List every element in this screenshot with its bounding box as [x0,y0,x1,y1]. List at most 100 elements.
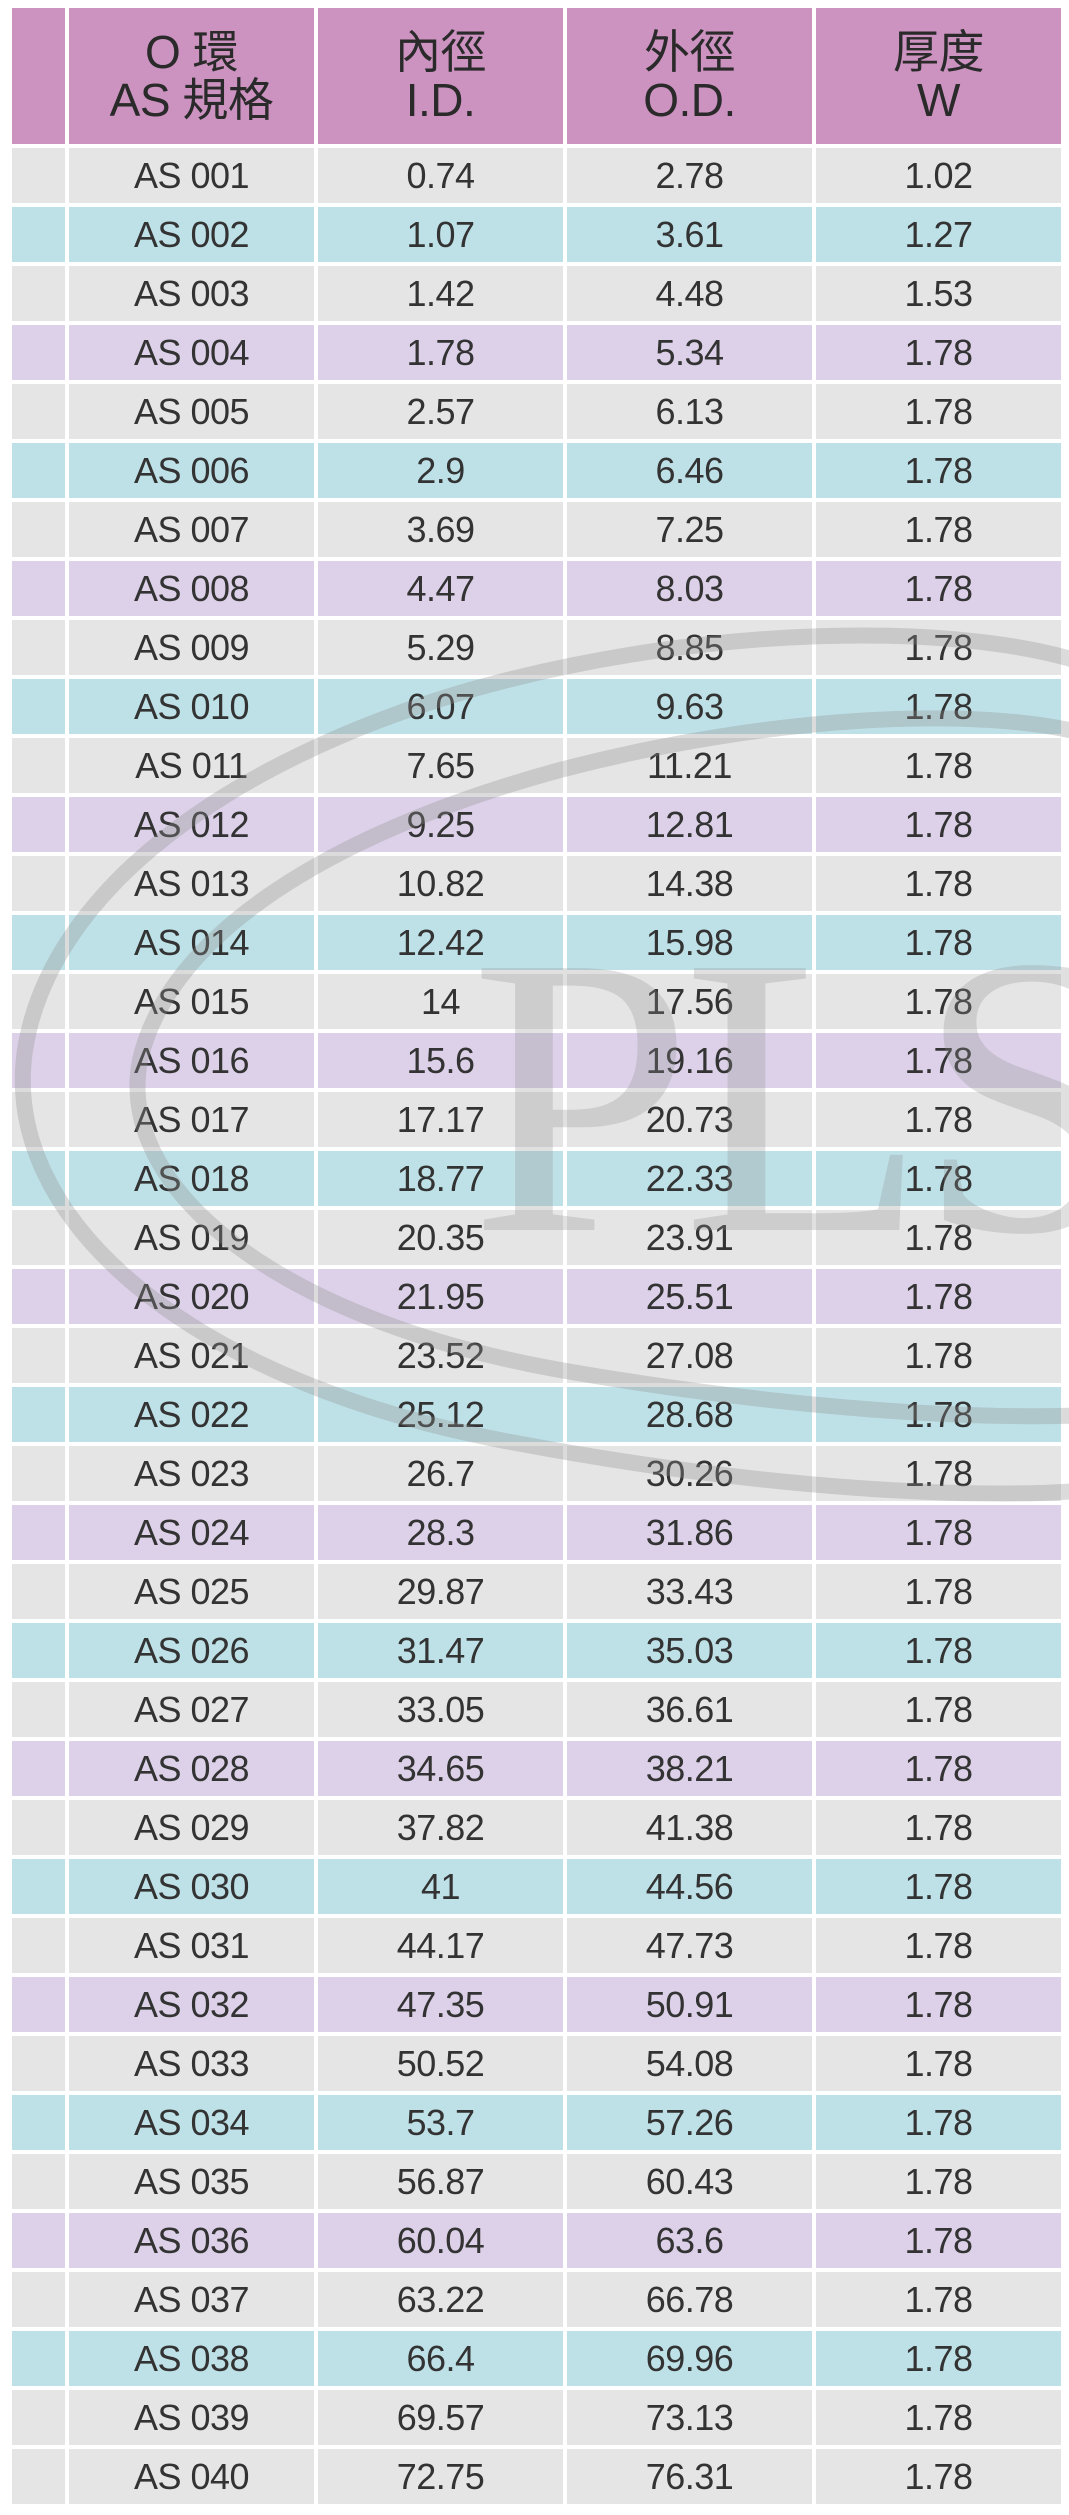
outer-diameter-cell: 17.56 [567,974,812,1029]
as-size-cell: AS 030 [69,1859,314,1914]
outer-diameter-cell: 60.43 [567,2154,812,2209]
thickness-cell: 1.78 [816,1446,1061,1501]
outer-diameter-cell: 5.34 [567,325,812,380]
inner-diameter-cell: 5.29 [318,620,563,675]
row-marker-cell [12,1859,65,1914]
row-marker-cell [12,1623,65,1678]
as-size-cell: AS 010 [69,679,314,734]
row-marker-cell [12,266,65,321]
row-marker-cell [12,1328,65,1383]
thickness-cell: 1.78 [816,502,1061,557]
as-size-cell: AS 026 [69,1623,314,1678]
header-outer-diameter-line1: 外徑 [644,25,736,78]
thickness-cell: 1.78 [816,1269,1061,1324]
outer-diameter-cell: 25.51 [567,1269,812,1324]
row-marker-cell [12,148,65,203]
as-size-cell: AS 005 [69,384,314,439]
as-size-cell: AS 015 [69,974,314,1029]
outer-diameter-cell: 7.25 [567,502,812,557]
thickness-cell: 1.78 [816,1210,1061,1265]
thickness-cell: 1.78 [816,2331,1061,2386]
inner-diameter-cell: 2.57 [318,384,563,439]
inner-diameter-cell: 63.22 [318,2272,563,2327]
inner-diameter-cell: 1.07 [318,207,563,262]
inner-diameter-cell: 12.42 [318,915,563,970]
thickness-cell: 1.78 [816,1564,1061,1619]
outer-diameter-cell: 22.33 [567,1151,812,1206]
inner-diameter-cell: 34.65 [318,1741,563,1796]
inner-diameter-cell: 7.65 [318,738,563,793]
thickness-cell: 1.02 [816,148,1061,203]
thickness-cell: 1.78 [816,620,1061,675]
thickness-cell: 1.78 [816,1033,1061,1088]
header-thickness: 厚度 W [816,8,1061,144]
header-thickness-line1: 厚度 [893,25,985,78]
as-size-cell: AS 009 [69,620,314,675]
outer-diameter-cell: 41.38 [567,1800,812,1855]
row-marker-cell [12,797,65,852]
inner-diameter-cell: 53.7 [318,2095,563,2150]
row-marker-cell [12,2272,65,2327]
inner-diameter-cell: 50.52 [318,2036,563,2091]
as-size-cell: AS 012 [69,797,314,852]
row-marker-cell [12,738,65,793]
as-size-cell: AS 007 [69,502,314,557]
as-size-cell: AS 039 [69,2390,314,2445]
as-size-cell: AS 040 [69,2449,314,2504]
row-marker-cell [12,974,65,1029]
row-marker-cell [12,2095,65,2150]
outer-diameter-cell: 12.81 [567,797,812,852]
as-size-cell: AS 014 [69,915,314,970]
row-marker-cell [12,443,65,498]
inner-diameter-cell: 60.04 [318,2213,563,2268]
row-marker-cell [12,561,65,616]
inner-diameter-cell: 6.07 [318,679,563,734]
row-marker-cell [12,1741,65,1796]
outer-diameter-cell: 66.78 [567,2272,812,2327]
header-as-size: O 環 AS 規格 [69,8,314,144]
inner-diameter-cell: 0.74 [318,148,563,203]
outer-diameter-cell: 6.13 [567,384,812,439]
row-marker-cell [12,2449,65,2504]
thickness-cell: 1.78 [816,856,1061,911]
inner-diameter-cell: 56.87 [318,2154,563,2209]
outer-diameter-cell: 27.08 [567,1328,812,1383]
row-marker-cell [12,1800,65,1855]
thickness-cell: 1.78 [816,2272,1061,2327]
inner-diameter-cell: 17.17 [318,1092,563,1147]
as-size-cell: AS 032 [69,1977,314,2032]
thickness-cell: 1.78 [816,1859,1061,1914]
thickness-cell: 1.78 [816,325,1061,380]
thickness-cell: 1.78 [816,797,1061,852]
thickness-cell: 1.78 [816,2449,1061,2504]
row-marker-cell [12,1387,65,1442]
row-marker-cell [12,2036,65,2091]
as-size-cell: AS 038 [69,2331,314,2386]
thickness-cell: 1.78 [816,561,1061,616]
inner-diameter-cell: 18.77 [318,1151,563,1206]
outer-diameter-cell: 63.6 [567,2213,812,2268]
as-size-cell: AS 031 [69,1918,314,1973]
row-marker-cell [12,679,65,734]
outer-diameter-cell: 69.96 [567,2331,812,2386]
inner-diameter-cell: 23.52 [318,1328,563,1383]
inner-diameter-cell: 14 [318,974,563,1029]
as-size-cell: AS 034 [69,2095,314,2150]
header-as-size-line1: O 環 [144,25,239,78]
inner-diameter-cell: 25.12 [318,1387,563,1442]
thickness-cell: 1.27 [816,207,1061,262]
row-marker-cell [12,915,65,970]
row-marker-cell [12,1977,65,2032]
outer-diameter-cell: 19.16 [567,1033,812,1088]
inner-diameter-cell: 29.87 [318,1564,563,1619]
row-marker-cell [12,1033,65,1088]
as-size-cell: AS 001 [69,148,314,203]
as-size-cell: AS 025 [69,1564,314,1619]
thickness-cell: 1.78 [816,1328,1061,1383]
outer-diameter-cell: 8.03 [567,561,812,616]
inner-diameter-cell: 20.35 [318,1210,563,1265]
outer-diameter-cell: 8.85 [567,620,812,675]
thickness-cell: 1.78 [816,1977,1061,2032]
inner-diameter-cell: 1.78 [318,325,563,380]
